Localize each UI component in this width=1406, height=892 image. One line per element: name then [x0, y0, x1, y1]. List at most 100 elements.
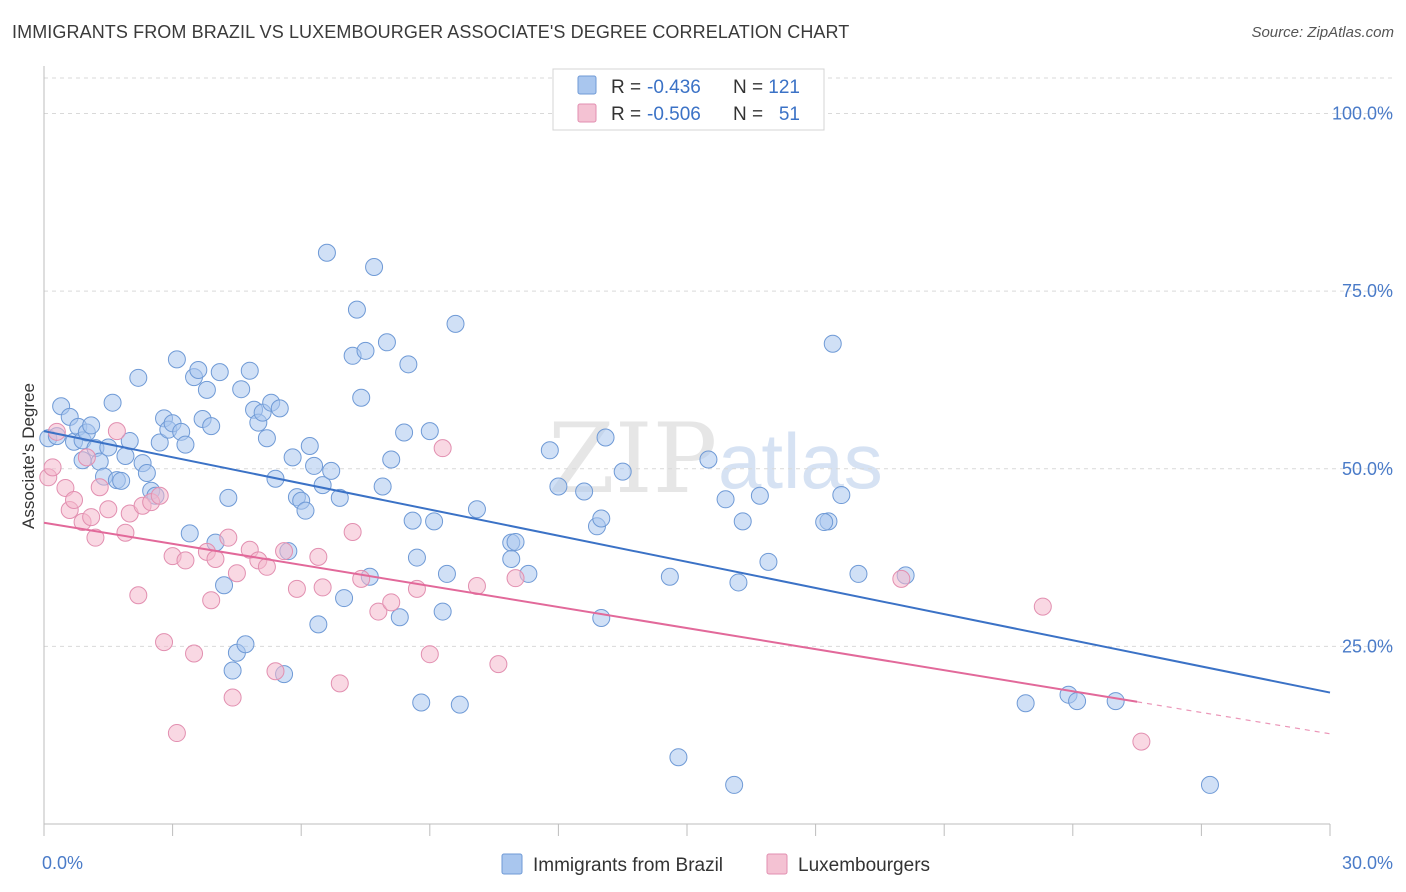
- data-point: [892, 569, 911, 588]
- data-point: [506, 569, 525, 588]
- data-point: [725, 775, 744, 794]
- data-point: [296, 501, 315, 520]
- data-point: [446, 314, 465, 333]
- data-point: [43, 458, 62, 477]
- legend-n-label-1: N =: [733, 77, 763, 98]
- data-point: [176, 551, 195, 570]
- data-point: [373, 477, 392, 496]
- watermark-zip: ZIP: [548, 403, 717, 515]
- data-point: [506, 532, 525, 551]
- legend-box: [552, 68, 825, 131]
- data-point: [99, 500, 118, 519]
- y-tick-label: 75.0%: [1342, 281, 1393, 301]
- data-point: [305, 456, 324, 475]
- data-point: [450, 695, 469, 714]
- legend-r-label-1: R =: [611, 77, 641, 98]
- data-point: [412, 693, 431, 712]
- data-point: [103, 393, 122, 412]
- data-point: [219, 488, 238, 507]
- data-point: [596, 428, 615, 447]
- trend-line-luxembourgers: [43, 521, 1138, 703]
- data-point: [215, 576, 234, 595]
- data-point: [420, 422, 439, 441]
- data-point: [90, 478, 109, 497]
- data-point: [729, 573, 748, 592]
- bottom-legend-swatch-brazil: [501, 853, 523, 875]
- data-point: [382, 450, 401, 469]
- data-point: [365, 257, 384, 276]
- legend-n-label-2: N =: [733, 104, 763, 125]
- data-point: [155, 633, 174, 652]
- data-point: [77, 448, 96, 467]
- bottom-legend-swatch-luxembourgers: [766, 853, 788, 875]
- legend-r-value-2: -0.506: [647, 104, 701, 125]
- data-point: [352, 388, 371, 407]
- data-point: [1068, 692, 1087, 711]
- data-point: [309, 615, 328, 634]
- data-point: [832, 486, 851, 505]
- data-point: [592, 509, 611, 528]
- legend-n-value-2: 51: [779, 104, 800, 125]
- data-point: [223, 688, 242, 707]
- data-point: [733, 512, 752, 531]
- data-point: [356, 341, 375, 360]
- data-point: [283, 448, 302, 467]
- data-point: [420, 645, 439, 664]
- tick-labels: 25.0% 50.0% 75.0% 100.0% 0.0% 30.0%: [42, 104, 1393, 873]
- chart-title: IMMIGRANTS FROM BRAZIL VS LUXEMBOURGER A…: [12, 22, 850, 42]
- bottom-legend-label-brazil: Immigrants from Brazil: [533, 855, 723, 876]
- data-point: [425, 512, 444, 531]
- data-point: [489, 655, 508, 674]
- data-point: [65, 491, 84, 510]
- data-point: [669, 748, 688, 767]
- data-point: [335, 589, 354, 608]
- data-point: [1106, 692, 1125, 711]
- y-axis-label: Associate's Degree: [19, 383, 38, 529]
- data-point: [137, 464, 156, 483]
- data-point: [116, 446, 135, 465]
- data-point: [759, 552, 778, 571]
- data-point: [390, 608, 409, 627]
- legend-r-label-2: R =: [611, 104, 641, 125]
- data-point: [347, 300, 366, 319]
- legend-r-value-1: -0.436: [647, 77, 701, 98]
- source-label: Source: ZipAtlas.com: [1251, 24, 1394, 41]
- data-point: [150, 486, 169, 505]
- data-point: [129, 586, 148, 605]
- data-point: [849, 564, 868, 583]
- data-point: [176, 435, 195, 454]
- data-point: [540, 441, 559, 460]
- data-point: [82, 416, 101, 435]
- data-point: [167, 350, 186, 369]
- data-point: [395, 423, 414, 442]
- data-point: [257, 429, 276, 448]
- data-point: [227, 564, 246, 583]
- data-point: [467, 500, 486, 519]
- trend-line-luxembourgers-extension: [1137, 701, 1331, 735]
- data-point: [206, 549, 225, 568]
- data-point: [1200, 775, 1219, 794]
- data-point: [240, 361, 259, 380]
- watermark-atlas: atlas: [718, 417, 883, 505]
- data-point: [613, 462, 632, 481]
- x-tick-label: 30.0%: [1342, 853, 1393, 873]
- legend-n-value-1: 121: [768, 77, 800, 98]
- data-point: [232, 380, 251, 399]
- legend-swatch-blue: [577, 75, 597, 95]
- correlation-legend: R = -0.436 N = 121 R = -0.506 N = 51: [552, 68, 825, 131]
- data-point: [180, 524, 199, 543]
- data-point: [313, 578, 332, 597]
- data-point: [167, 724, 186, 743]
- data-point: [116, 523, 135, 542]
- data-point: [300, 437, 319, 456]
- data-point: [660, 567, 679, 586]
- data-point: [107, 422, 126, 441]
- data-point: [270, 399, 289, 418]
- data-point: [112, 471, 131, 490]
- data-point: [377, 333, 396, 352]
- series-brazil-points: [39, 243, 1219, 794]
- data-point: [219, 528, 238, 547]
- data-point: [592, 608, 611, 627]
- data-point: [403, 511, 422, 530]
- data-point: [399, 355, 418, 374]
